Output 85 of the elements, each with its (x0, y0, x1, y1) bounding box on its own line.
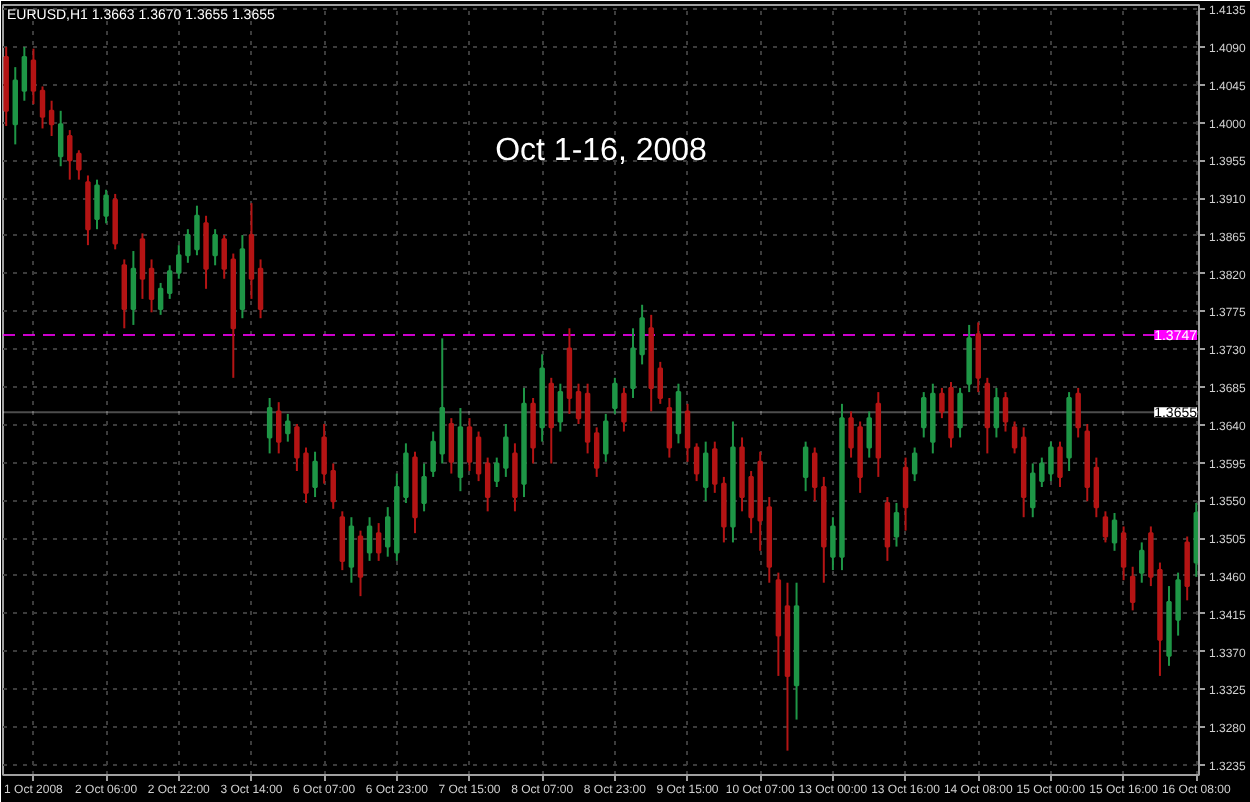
candlestick (693, 442, 700, 483)
candlestick (1129, 565, 1136, 612)
candlestick (157, 281, 164, 316)
candlestick (448, 417, 455, 475)
candlestick (802, 440, 809, 493)
candlestick (593, 426, 600, 478)
candlestick (494, 456, 500, 488)
candlestick (575, 382, 582, 426)
candlestick (503, 423, 509, 478)
candlestick (612, 376, 618, 415)
candlestick (112, 192, 118, 251)
candlestick (76, 149, 82, 181)
candlestick (30, 47, 37, 106)
candlestick (1093, 456, 1100, 519)
candlestick (357, 529, 364, 598)
candlestick (430, 430, 436, 478)
candlestick (48, 99, 55, 137)
candlestick (475, 430, 482, 483)
candlestick (1075, 386, 1081, 439)
candlestick (67, 129, 73, 181)
candlestick (285, 412, 291, 443)
candlestick (702, 440, 709, 503)
candlestick (530, 396, 536, 465)
candlestick (984, 376, 991, 455)
candlestick (366, 516, 373, 562)
candlestick (266, 396, 273, 455)
candlestick (275, 401, 282, 455)
candlestick (385, 506, 391, 558)
candlestick (866, 410, 872, 459)
candlestick (330, 462, 336, 510)
candlestick (684, 402, 691, 463)
candlestick (339, 510, 346, 572)
candlestick (466, 417, 473, 473)
candlestick (930, 382, 936, 455)
candlestick (257, 258, 264, 320)
candlestick (884, 496, 891, 562)
candlestick (993, 386, 1000, 439)
candlestick (312, 450, 318, 499)
candlestick (212, 228, 218, 267)
candlestick (811, 446, 818, 503)
candlestick (439, 337, 445, 465)
candlestick (666, 396, 673, 459)
candlestick (12, 66, 18, 146)
candlestick (1120, 525, 1127, 582)
candlestick (484, 456, 491, 513)
candlestick (321, 423, 327, 485)
candlestick (375, 522, 382, 562)
candlestick (557, 382, 564, 433)
candlestick (221, 234, 227, 280)
candlestick (975, 321, 981, 394)
candlestick (166, 264, 173, 300)
candlestick (603, 412, 609, 463)
candlestick (39, 85, 46, 130)
candlestick (921, 391, 927, 439)
candlestick (911, 446, 918, 483)
candlestick (1011, 420, 1018, 455)
candlestick (348, 516, 355, 584)
candlestick (893, 501, 900, 548)
candlestick (1030, 462, 1036, 519)
candlestick (1111, 512, 1118, 552)
candlestick (512, 442, 518, 513)
candlestick (421, 462, 427, 513)
candlestick (1002, 391, 1009, 433)
candlestick (621, 386, 627, 433)
candlestick (957, 386, 963, 439)
candlestick (130, 250, 137, 326)
candlestick (203, 214, 209, 290)
candlestick (902, 456, 909, 532)
candlestick (657, 360, 663, 405)
candlestick (148, 258, 155, 314)
candlestick (1184, 535, 1190, 602)
candlestick (248, 202, 255, 300)
candlestick (57, 109, 64, 168)
candlestick (675, 382, 682, 445)
candlestick (85, 174, 91, 247)
candlestick (1057, 440, 1063, 488)
candlestick (139, 232, 146, 300)
candlestick (1139, 541, 1145, 584)
candlestick (548, 376, 554, 465)
candlestick (121, 258, 128, 330)
text: Oct 1-16, 2008 (495, 134, 708, 169)
candlestick (584, 382, 591, 455)
candlestick (966, 323, 972, 394)
candlestick (1102, 510, 1109, 544)
candlestick (21, 45, 28, 102)
